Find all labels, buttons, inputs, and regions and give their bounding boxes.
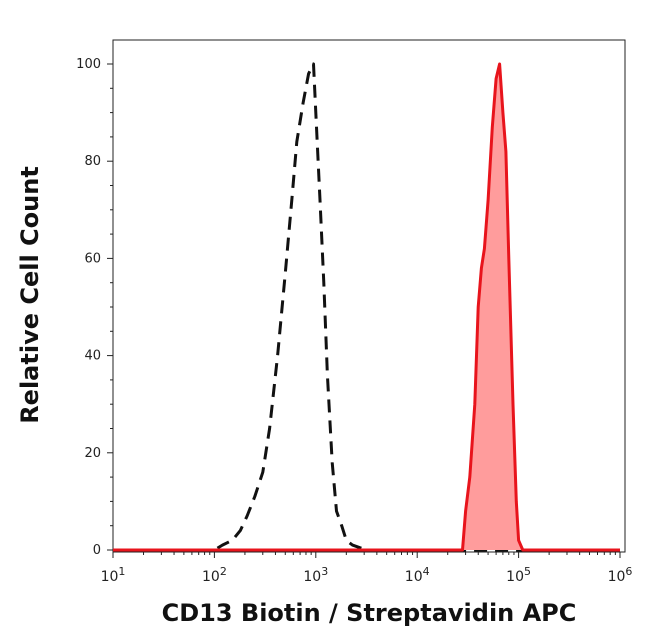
- series-1-line: [113, 62, 620, 552]
- series-layer: [113, 62, 620, 552]
- x-axis-title: CD13 Biotin / Streptavidin APC: [162, 599, 577, 627]
- y-axis: 0 20 40 60 80 100: [76, 57, 113, 558]
- plot-frame: [112, 39, 626, 553]
- y-tick-label: 100: [76, 57, 101, 72]
- x-tick-label: 102: [202, 565, 227, 585]
- x-tick-label: 104: [405, 565, 430, 585]
- y-tick-label: 20: [84, 446, 101, 461]
- y-tick-label: 60: [84, 251, 101, 266]
- series-0-line: [113, 62, 620, 552]
- x-tick-label: 103: [303, 565, 328, 585]
- y-tick-label: 80: [84, 154, 101, 169]
- y-tick-label: 40: [84, 349, 101, 364]
- series-1-fill: [113, 64, 620, 550]
- x-tick-label: 106: [608, 565, 633, 585]
- x-axis: 101 102 103 104 105 106: [101, 552, 633, 585]
- y-axis-title: Relative Cell Count: [16, 166, 44, 424]
- y-tick-label: 0: [93, 543, 101, 558]
- x-tick-label: 105: [506, 565, 531, 585]
- x-tick-label: 101: [101, 565, 126, 585]
